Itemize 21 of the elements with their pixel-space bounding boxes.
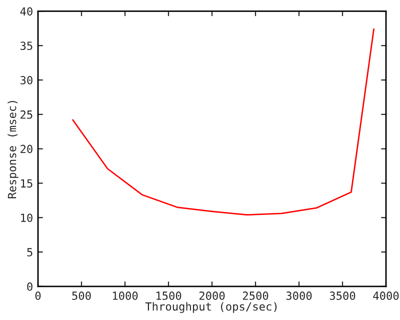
y-tick-label: 5 <box>27 248 32 256</box>
line-series <box>72 28 375 216</box>
x-tick-label: 1500 <box>156 292 182 300</box>
x-tick-label: 1000 <box>112 292 138 300</box>
x-tick-label: 3000 <box>286 292 312 300</box>
y-tick-label: 15 <box>21 179 32 188</box>
x-tick-label: 2500 <box>242 292 268 300</box>
y-tick-label: 35 <box>20 42 32 50</box>
x-tick-label: 4000 <box>373 292 399 300</box>
y-tick-label: 0 <box>27 282 32 291</box>
y-tick-label: 10 <box>21 214 32 222</box>
x-tick-label: 500 <box>72 292 91 300</box>
y-tick-label: 20 <box>20 144 32 154</box>
x-tick-label: 3500 <box>330 292 356 300</box>
y-axis-title: Response (msec) <box>8 100 18 198</box>
x-tick-label: 2000 <box>199 292 225 300</box>
y-tick-label: 40 <box>20 7 32 16</box>
x-axis-title: Throughput (ops/sec) <box>145 302 277 313</box>
y-tick-label: 25 <box>20 110 32 119</box>
x-tick-label: 0 <box>35 292 41 300</box>
y-tick-label: 30 <box>20 76 32 84</box>
